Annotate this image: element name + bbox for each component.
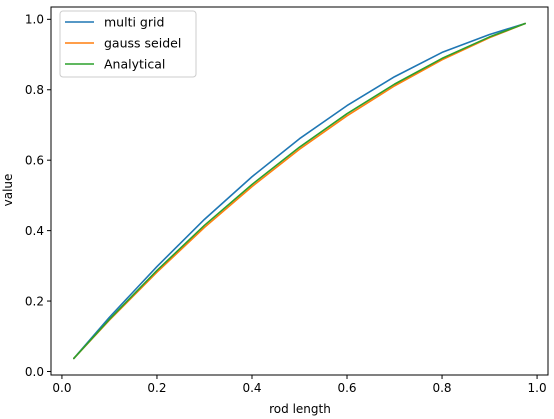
x-tick-label: 0.4 — [242, 381, 261, 395]
x-tick-label: 0.0 — [52, 381, 71, 395]
y-tick-label: 0.4 — [25, 224, 44, 238]
x-tick-label: 0.6 — [337, 381, 356, 395]
series-line-1 — [73, 22, 526, 360]
plot-lines — [73, 22, 526, 360]
series-line-0 — [73, 22, 526, 360]
series-line-2 — [73, 22, 526, 360]
y-axis-label: value — [1, 174, 15, 207]
x-tick-label: 0.2 — [147, 381, 166, 395]
x-tick-label: 0.8 — [432, 381, 451, 395]
y-tick-label: 0.6 — [25, 153, 44, 167]
y-tick-label: 0.2 — [25, 294, 44, 308]
x-axis-ticks: 0.0 0.2 0.4 0.6 0.8 1.0 — [52, 375, 547, 395]
y-tick-label: 0.8 — [25, 83, 44, 97]
x-tick-label: 1.0 — [528, 381, 547, 395]
x-axis-label: rod length — [269, 402, 331, 416]
y-tick-label: 0.0 — [25, 365, 44, 379]
legend-box — [59, 10, 197, 78]
legend-label-2: Analytical — [104, 57, 165, 72]
y-tick-label: 1.0 — [25, 13, 44, 27]
legend-label-1: gauss seidel — [104, 36, 181, 51]
legend: multi grid gauss seidel Analytical — [59, 10, 197, 78]
y-axis-ticks: 0.0 0.2 0.4 0.6 0.8 1.0 — [25, 13, 51, 379]
legend-label-0: multi grid — [104, 15, 164, 30]
plot-frame — [50, 6, 549, 376]
